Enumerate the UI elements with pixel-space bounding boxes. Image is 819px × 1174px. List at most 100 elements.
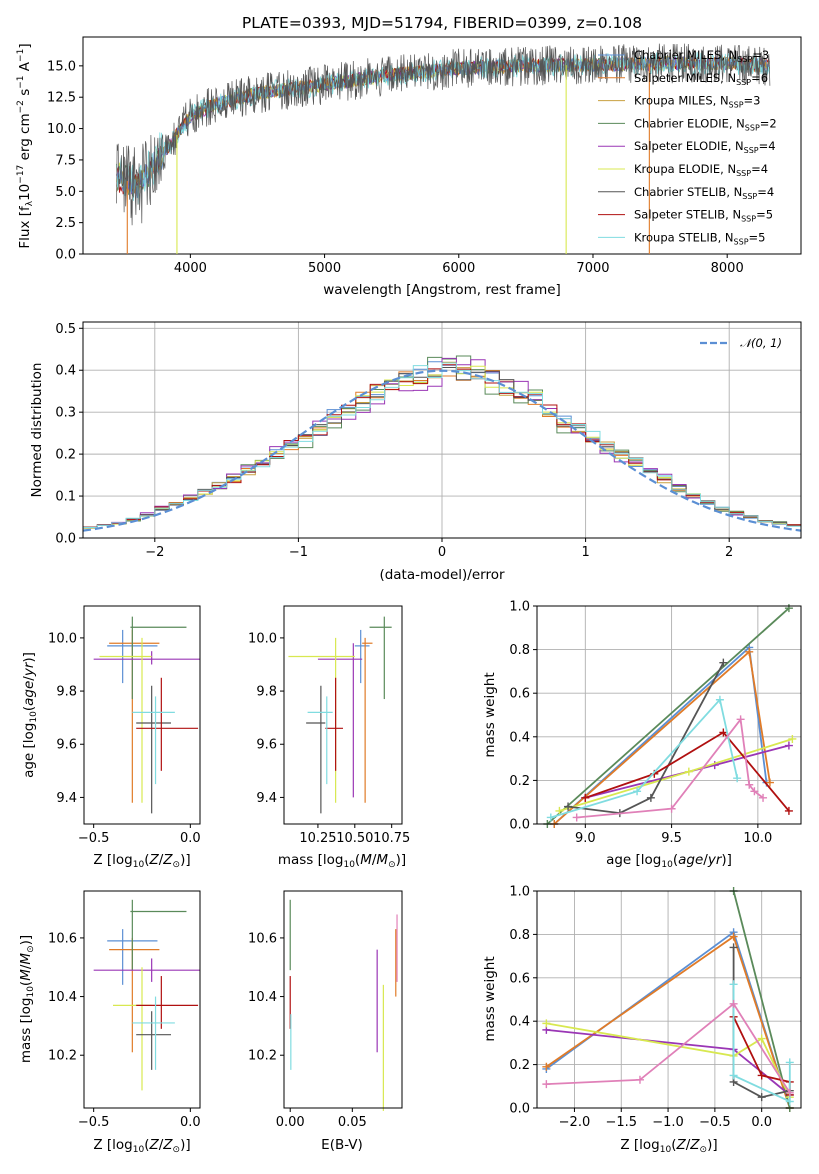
mw-line-pink — [576, 717, 764, 819]
mwz-marker-krou_stelib — [785, 1058, 794, 1067]
mass-vs-ebv-xtick-label: 0.00 — [276, 1115, 305, 1130]
mass-vs-ebv-ytick-label: 10.4 — [248, 990, 277, 1005]
mwz-marker-pink — [635, 1075, 644, 1084]
mw-marker-salp_stelib — [784, 806, 793, 815]
mw-vs-z-ytick-label: 0.0 — [509, 1102, 530, 1117]
mw-vs-z-panel: −2.0 −1.5 −1.0 −0.5 0.0 0.0 0.2 0.4 0.6 0.8 1.0 Z … — [482, 885, 802, 1155]
mass-vs-z-xtick-label: 0.0 — [180, 1115, 201, 1130]
legend-n: =5 — [756, 208, 773, 222]
age-vs-z-panel: −0.5 0.0 9.4 9.6 9.8 10.0 Z [log10(Z/Z⊙)] age… — [21, 605, 201, 870]
mw-vs-z-ytick-label: 0.6 — [509, 971, 530, 986]
figure-title: PLATE=0393, MJD=51794, FIBERID=0399, z=0… — [242, 14, 642, 32]
mw-marker-pink — [759, 793, 768, 802]
mw-marker-krou_elodie — [788, 734, 797, 743]
mw-vs-age-ytick-label: 0.0 — [509, 818, 530, 833]
legend-n: =4 — [751, 162, 768, 176]
mw-marker-chab_stelib — [719, 658, 728, 667]
age-vs-mass-ytick-label: 9.8 — [256, 685, 277, 700]
mw-marker-chab_stelib — [564, 802, 573, 811]
histogram-xtick-label: 2 — [725, 545, 733, 560]
mw-marker-salp_elodie — [784, 741, 793, 750]
legend-n: =6 — [751, 71, 768, 85]
spectrum-xtick-label: 5000 — [308, 261, 341, 276]
mw-vs-z-ticks: −2.0 −1.5 −1.0 −0.5 0.0 0.0 0.2 0.4 0.6 0.8 1.0 — [509, 885, 772, 1131]
mw-vs-age-xtick-label: 9.5 — [661, 831, 682, 846]
legend-label-chab_miles: Chabrier MILES, NSSP=3 — [634, 48, 769, 64]
mass-vs-ebv-panel: 0.00 0.05 10.2 10.4 10.6 E(B-V) — [248, 890, 403, 1153]
mw-vs-z-ytick-label: 0.4 — [509, 1015, 530, 1030]
spectrum-xtick-label: 7000 — [576, 261, 609, 276]
mw-marker-krou_stelib — [546, 813, 555, 822]
spectrum-lines — [116, 43, 771, 254]
mw-line-salp_stelib — [585, 731, 790, 812]
mass-vs-ebv-xlabel: E(B-V) — [321, 1137, 363, 1153]
legend-n: =3 — [752, 48, 769, 62]
legend-label-salp_miles: Salpeter MILES, NSSP=6 — [634, 71, 768, 87]
mass-vs-ebv-ytick-label: 10.6 — [248, 931, 277, 946]
mw-vs-age-panel: 9.0 9.5 10.0 0.0 0.2 0.4 0.6 0.8 1.0 age [log10(… — [482, 600, 802, 870]
age-vs-mass-ytick-label: 9.6 — [256, 738, 277, 753]
legend-sub: SSP — [736, 169, 751, 178]
mwz-line-krou_stelib — [732, 984, 791, 1103]
legend-label-krou_elodie: Kroupa ELODIE, NSSP=4 — [634, 162, 768, 178]
mw-marker-pink — [750, 787, 759, 796]
age-vs-mass-ytick-label: 10.0 — [248, 631, 277, 646]
legend-sub: SSP — [734, 237, 749, 246]
histogram-xtick-label: 0 — [438, 545, 446, 560]
mw-vs-z-lines — [542, 887, 794, 1112]
histogram-ytick-label: 0.4 — [55, 364, 76, 379]
histogram-xticks: −2 −1 0 1 2 — [145, 538, 733, 560]
legend-n: =2 — [760, 116, 777, 130]
histogram-panel: −2 −1 0 1 2 0.0 0.1 0.2 0.3 0.4 0.5 (data-model)/… — [29, 321, 802, 583]
spectrum-legend: Chabrier MILES, NSSP=3 Salpeter MILES, NS… — [598, 48, 777, 246]
legend-label-chab_stelib: Chabrier STELIB, NSSP=4 — [634, 185, 774, 201]
histogram-yticks: 0.0 0.1 0.2 0.3 0.4 0.5 — [55, 322, 83, 547]
mass-vs-z-ytick-label: 10.2 — [48, 1049, 77, 1064]
legend-label-krou_stelib: Kroupa STELIB, NSSP=5 — [634, 230, 765, 246]
mw-vs-z-ytick-label: 0.8 — [509, 928, 530, 943]
mw-vs-age-ytick-label: 0.8 — [509, 643, 530, 658]
age-vs-z-ytick-label: 9.4 — [56, 791, 77, 806]
spectrum-ytick-label: 15.0 — [47, 59, 76, 74]
spectrum-ylabel: Flux [fλ10−17 erg cm−2 s−1 A−1] — [16, 43, 35, 248]
mw-vs-z-xtick-label: −1.0 — [652, 1115, 684, 1130]
mw-vs-z-ylabel: mass weight — [482, 956, 498, 1041]
mwz-line-pink — [546, 1002, 791, 1094]
mass-vs-ebv-errorbars — [289, 899, 398, 1111]
mw-vs-z-xtick-label: −1.5 — [605, 1115, 637, 1130]
mw-vs-z-xtick-label: −0.5 — [699, 1115, 731, 1130]
mw-marker-pink — [745, 780, 754, 789]
spectrum-ytick-label: 7.5 — [55, 153, 76, 168]
histogram-ylabel: Normed distribution — [29, 363, 45, 498]
age-vs-mass-ytick-label: 9.4 — [256, 791, 277, 806]
legend-label-krou_miles: Kroupa MILES, NSSP=3 — [634, 94, 760, 110]
spectrum-xtick-label: 4000 — [174, 261, 207, 276]
legend-n: =4 — [757, 185, 774, 199]
mw-vs-age-ticks: 9.0 9.5 10.0 0.0 0.2 0.4 0.6 0.8 1.0 — [509, 600, 772, 847]
mass-vs-z-errorbars — [93, 899, 200, 1091]
mwz-marker-salp_stelib — [757, 1071, 766, 1080]
age-vs-z-errorbars — [93, 616, 200, 814]
spectrum-xlabel: wavelength [Angstrom, rest frame] — [323, 282, 561, 298]
legend-n: =4 — [759, 139, 776, 153]
legend-label-salp_stelib: Salpeter STELIB, NSSP=5 — [634, 208, 773, 224]
gaussian-curve — [82, 369, 802, 532]
mwz-marker-salp_miles — [542, 1062, 551, 1071]
mw-marker-salp_miles — [765, 778, 774, 787]
histogram-xtick-label: −2 — [145, 545, 164, 560]
mass-vs-z-ticks: −0.5 0.0 10.2 10.4 10.6 — [48, 931, 201, 1130]
mw-marker-pink — [667, 804, 676, 813]
spectrum-yticks: 0.0 2.5 5.0 7.5 10.0 12.5 15.0 — [47, 59, 83, 263]
histogram-xtick-label: 1 — [581, 545, 589, 560]
mass-vs-z-xtick-label: −0.5 — [78, 1115, 110, 1130]
mwz-marker-krou_stelib — [785, 1097, 794, 1106]
age-vs-z-ticks: −0.5 0.0 9.4 9.6 9.8 10.0 — [48, 631, 201, 846]
mwz-marker-pink — [785, 1088, 794, 1097]
age-vs-mass-xtick-label: 10.50 — [336, 831, 373, 846]
mw-marker-pink — [736, 715, 745, 724]
age-vs-z-xlabel: Z [log10(Z/Z⊙)] — [93, 852, 190, 870]
age-vs-z-xtick-label: −0.5 — [78, 831, 110, 846]
mw-vs-z-xtick-label: 0.0 — [751, 1115, 772, 1130]
age-vs-z-xtick-label: 0.0 — [180, 831, 201, 846]
